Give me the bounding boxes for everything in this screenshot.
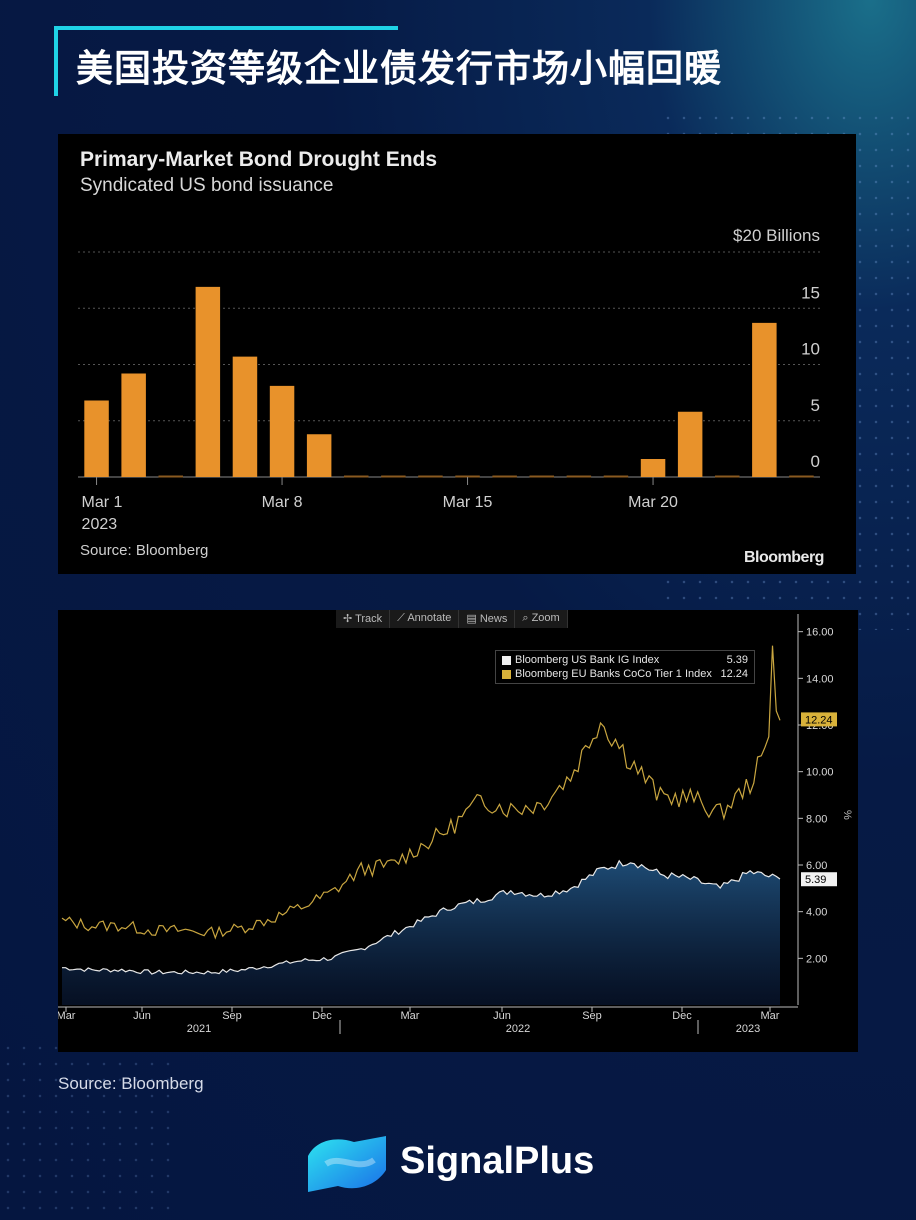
zoom-label: Zoom [531, 612, 560, 624]
y-tick-label: 14.00 [806, 673, 834, 685]
x-tick-label: Mar 15 [443, 494, 493, 511]
chart-source: Source: Bloomberg [80, 542, 209, 559]
bar [195, 286, 221, 477]
y-tick-label: 16.00 [806, 627, 834, 639]
chart-subtitle: Syndicated US bond issuance [80, 175, 334, 196]
y-tick-label: 5 [811, 396, 820, 415]
bar [269, 385, 295, 477]
track-button[interactable]: ✢ Track [336, 610, 391, 628]
y-unit-label: $20 Billions [733, 226, 820, 245]
y-tick-label: 10 [801, 340, 820, 359]
annotate-label: Annotate [407, 612, 452, 624]
x-tick-label: Dec [672, 1010, 692, 1022]
year-label: 2023 [736, 1023, 760, 1035]
brand-name: SignalPlus [400, 1140, 595, 1182]
x-tick-label: Mar [761, 1010, 780, 1022]
y-tick-label: 10.00 [806, 767, 834, 779]
x-tick-label: Sep [582, 1010, 602, 1022]
bloomberg-logo: Bloomberg [744, 549, 824, 566]
legend-swatch-ig [502, 655, 511, 665]
x-tick-label: Sep [222, 1010, 242, 1022]
line-chart-svg: 16.0014.0012.0010.008.006.004.002.00%5.3… [58, 614, 853, 1035]
x-tick-label: Mar [58, 1010, 76, 1022]
coco-value-tag-text: 12.24 [805, 714, 833, 726]
chart-legend: Bloomberg US Bank IG Index 5.39 Bloomber… [495, 650, 755, 684]
y-tick-label: 6.00 [806, 860, 827, 872]
x-tick-label: Jun [493, 1010, 511, 1022]
y-tick-label: 4.00 [806, 907, 827, 919]
bar [84, 400, 109, 477]
coco-line [61, 645, 781, 940]
bar [640, 459, 666, 477]
zoom-button[interactable]: ⌕ Zoom [515, 610, 568, 628]
bar [232, 356, 258, 477]
year-label: 2021 [187, 1023, 211, 1035]
y-tick-label: 8.00 [806, 813, 827, 825]
bond-issuance-chart: Primary-Market Bond Drought Ends Syndica… [58, 134, 856, 574]
bar [677, 411, 703, 477]
legend-label-coco: Bloomberg EU Banks CoCo Tier 1 Index [515, 668, 712, 680]
bar [121, 373, 146, 477]
ig-value-tag-text: 5.39 [805, 874, 826, 886]
year-label: 2022 [506, 1023, 530, 1035]
bank-index-chart: 16.0014.0012.0010.008.006.004.002.00%5.3… [58, 610, 858, 1052]
x-tick-label: 2023 [82, 516, 118, 533]
legend-item-ig: Bloomberg US Bank IG Index 5.39 [502, 653, 748, 667]
bar-chart-svg: $20 Billions 15 10 5 0 Mar 1 2023 Mar 8 Mar 15 M… [78, 226, 820, 533]
bar [752, 322, 777, 477]
x-tick-label: Mar 1 [82, 494, 123, 511]
annotate-button[interactable]: ⟋ Annotate [390, 610, 460, 628]
x-tick-label: Mar 8 [262, 494, 303, 511]
y-tick-label: 15 [801, 283, 820, 302]
title-accent-bar [54, 26, 58, 96]
decor-dots-bottom [0, 1040, 180, 1210]
title-accent-top [54, 26, 398, 30]
x-tick-label: Mar 20 [628, 494, 678, 511]
legend-swatch-coco [502, 669, 511, 679]
news-button[interactable]: ▤ News [459, 610, 516, 628]
track-label: Track [355, 613, 383, 625]
y-unit-label: % [841, 810, 853, 820]
coco-value-tag [801, 712, 837, 727]
page-title: 美国投资等级企业债发行市场小幅回暖 [76, 47, 722, 90]
chart-toolbar: ✢ Track ⟋ Annotate ▤ News ⌕ Zoom [336, 610, 568, 628]
y-tick-label: 0 [811, 452, 820, 471]
signalplus-logo-icon [308, 1136, 386, 1192]
x-tick-label: Jun [133, 1010, 151, 1022]
legend-value-ig: 5.39 [726, 654, 748, 666]
ig-value-tag [801, 872, 837, 887]
ig-line [62, 859, 781, 975]
ig-area [62, 860, 780, 1005]
y-tick-label: 2.00 [806, 953, 827, 965]
footer-source: Source: Bloomberg [58, 1074, 204, 1093]
legend-label-ig: Bloomberg US Bank IG Index [515, 654, 660, 666]
x-tick-label: Mar [401, 1010, 420, 1022]
bar [306, 434, 332, 477]
legend-value-coco: 12.24 [720, 668, 748, 680]
chart-title: Primary-Market Bond Drought Ends [80, 148, 438, 171]
legend-item-coco: Bloomberg EU Banks CoCo Tier 1 Index 12.… [502, 667, 748, 681]
x-tick-label: Dec [312, 1010, 332, 1022]
news-label: News [479, 613, 508, 625]
